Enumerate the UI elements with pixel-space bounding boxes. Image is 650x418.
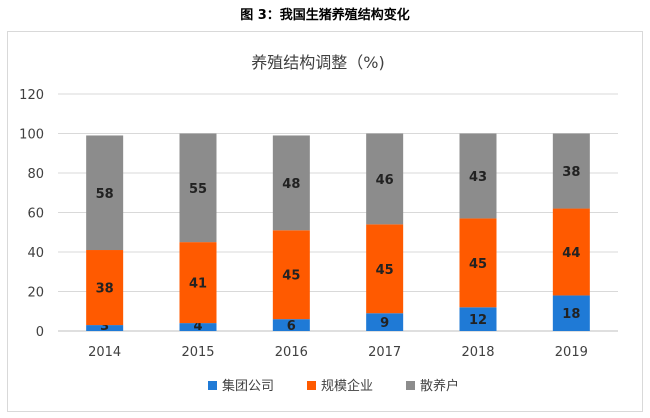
x-tick-label: 2019: [555, 345, 588, 360]
chart-title: 养殖结构调整（%): [251, 53, 384, 72]
data-label: 44: [562, 246, 580, 261]
data-label: 41: [189, 277, 207, 292]
y-axis: 0 20 40 60 80 100 120: [19, 88, 44, 340]
legend-label: 散养户: [420, 378, 459, 394]
legend-swatch: [208, 381, 217, 390]
y-tick-label: 0: [36, 325, 44, 340]
y-tick-label: 120: [19, 88, 44, 103]
bar-segment: [179, 242, 217, 324]
x-tick-label: 2016: [275, 345, 308, 360]
bar-segment: [272, 230, 310, 320]
legend-label: 集团公司: [222, 378, 274, 394]
bar-segment: [179, 133, 217, 243]
legend-swatch: [307, 381, 316, 390]
bar-segment: [552, 208, 590, 296]
x-tick-label: 2018: [461, 345, 494, 360]
y-tick-label: 80: [27, 167, 44, 182]
legend: 集团公司 规模企业 散养户: [208, 378, 459, 394]
figure-caption: 图 3：我国生猪养殖结构变化: [240, 8, 410, 23]
data-label: 12: [469, 313, 487, 328]
data-label: 46: [376, 173, 394, 188]
y-tick-label: 40: [27, 246, 44, 261]
data-label: 9: [380, 316, 389, 331]
data-label: 58: [96, 187, 114, 202]
legend-swatch: [406, 381, 415, 390]
y-tick-label: 60: [27, 207, 44, 222]
bar-segment: [86, 325, 124, 331]
bar-segment: [459, 218, 497, 308]
data-label: 43: [469, 170, 487, 185]
bar-segment: [552, 295, 590, 331]
y-tick-label: 20: [27, 286, 44, 301]
bar-segment: [272, 319, 310, 331]
bar-segment: [459, 133, 497, 219]
data-label: 38: [562, 165, 580, 180]
bars: 3 38 58 4 41 55 6 45 48 9 45 46 12 45 43 18 44 38: [86, 133, 590, 334]
data-label: 45: [282, 269, 300, 284]
x-tick-label: 2014: [88, 345, 121, 360]
bar-segment: [366, 133, 404, 225]
legend-label: 规模企业: [321, 378, 373, 394]
data-label: 18: [562, 307, 580, 322]
grid-lines: [58, 93, 618, 332]
y-tick-label: 100: [19, 128, 44, 143]
data-label: 55: [189, 182, 207, 197]
x-axis: 2014 2015 2016 2017 2018 2019: [88, 345, 588, 360]
bar-segment: [459, 307, 497, 331]
data-label: 6: [287, 319, 296, 334]
data-label: 38: [96, 282, 114, 297]
bar-segment: [272, 135, 310, 231]
data-label: 45: [469, 257, 487, 272]
bar-segment: [179, 323, 217, 331]
bar-segment: [86, 135, 124, 251]
data-label: 45: [376, 263, 394, 278]
bar-segment: [552, 133, 590, 209]
data-label: 48: [282, 177, 300, 192]
data-label: 3: [100, 319, 109, 334]
bar-segment: [366, 313, 404, 331]
bar-segment: [86, 250, 124, 326]
x-tick-label: 2017: [368, 345, 401, 360]
data-label: 4: [193, 319, 202, 334]
x-tick-label: 2015: [181, 345, 214, 360]
bar-segment: [366, 224, 404, 314]
